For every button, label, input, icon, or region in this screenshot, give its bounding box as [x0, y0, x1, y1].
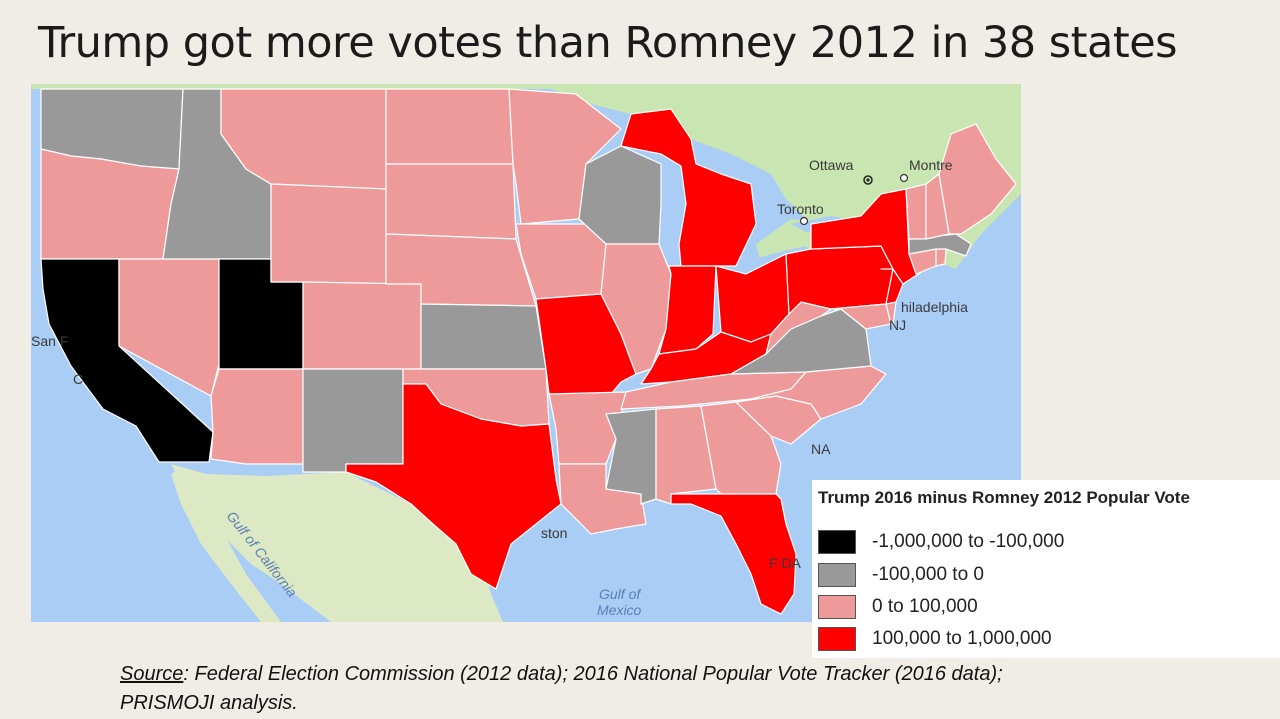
state-wyoming[interactable]	[270, 183, 387, 285]
map-svg: Ottawa Montre Toronto hiladelphia NJ San…	[31, 84, 1021, 622]
label-toronto: Toronto	[777, 201, 824, 217]
us-map[interactable]: Ottawa Montre Toronto hiladelphia NJ San…	[31, 84, 1021, 622]
label-san-francisco: San F	[31, 333, 68, 349]
label-montreal: Montre	[909, 157, 953, 173]
mexico-land	[171, 464, 503, 622]
legend-item-3: 0 to 100,000	[818, 595, 1258, 621]
source-line-1: Source: Federal Election Commission (201…	[120, 660, 1003, 689]
state-vermont[interactable]	[905, 183, 927, 240]
state-colorado[interactable]	[302, 281, 422, 370]
state-texas[interactable]	[345, 383, 562, 590]
state-wisconsin[interactable]	[578, 145, 662, 245]
state-north-dakota[interactable]	[385, 88, 514, 165]
legend-swatch-1	[818, 530, 856, 554]
state-new-mexico[interactable]	[302, 368, 404, 473]
baja-land	[171, 469, 281, 622]
state-maine[interactable]	[938, 123, 1017, 235]
legend-item-1: -1,000,000 to -100,000	[818, 530, 1258, 556]
legend: Trump 2016 minus Romney 2012 Popular Vot…	[812, 480, 1280, 658]
ottawa-marker-icon	[863, 175, 873, 185]
label-philadelphia: hiladelphia	[901, 299, 968, 315]
montreal-marker-icon	[899, 173, 909, 183]
label-nj: NJ	[889, 317, 906, 333]
legend-swatch-2	[818, 563, 856, 587]
state-south-dakota[interactable]	[385, 163, 517, 240]
source-text: : Federal Election Commission (2012 data…	[183, 663, 1003, 685]
legend-item-2: -100,000 to 0	[818, 563, 1258, 589]
canada-land	[31, 84, 1021, 269]
label-na: NA	[811, 441, 831, 457]
state-michigan[interactable]	[620, 108, 757, 267]
legend-label-2: -100,000 to 0	[872, 564, 984, 585]
label-ottawa: Ottawa	[809, 157, 854, 173]
label-gulf-of-mexico-1: Gulf of	[599, 586, 642, 602]
label-gulf-of-mexico-2: Mexico	[597, 602, 642, 618]
legend-title: Trump 2016 minus Romney 2012 Popular Vot…	[818, 488, 1190, 507]
toronto-marker-icon	[799, 216, 809, 226]
legend-label-1: -1,000,000 to -100,000	[872, 531, 1065, 552]
state-maryland[interactable]	[830, 303, 892, 330]
ottawa-marker-dot-icon	[866, 178, 870, 182]
label-ca-initial: C	[73, 371, 83, 387]
legend-label-4: 100,000 to 1,000,000	[872, 628, 1052, 649]
state-arizona[interactable]	[210, 368, 304, 465]
source-label: Source	[120, 663, 184, 685]
source-line-2: PRISMOJI analysis.	[120, 692, 298, 714]
legend-swatch-4	[818, 627, 856, 651]
source-note: Source: Federal Election Commission (201…	[120, 660, 1003, 718]
slide-title: Trump got more votes than Romney 2012 in…	[38, 18, 1178, 68]
legend-swatch-3	[818, 595, 856, 619]
state-north-carolina[interactable]	[735, 365, 887, 420]
legend-item-4: 100,000 to 1,000,000	[818, 627, 1258, 653]
label-fl-partial: F DA	[769, 555, 802, 571]
label-houston: ston	[541, 525, 567, 541]
state-louisiana[interactable]	[558, 463, 647, 535]
state-florida[interactable]	[670, 493, 797, 615]
legend-label-3: 0 to 100,000	[872, 596, 978, 617]
state-mississippi[interactable]	[605, 408, 657, 505]
state-kansas[interactable]	[420, 303, 547, 370]
state-rhode-island[interactable]	[935, 248, 947, 267]
